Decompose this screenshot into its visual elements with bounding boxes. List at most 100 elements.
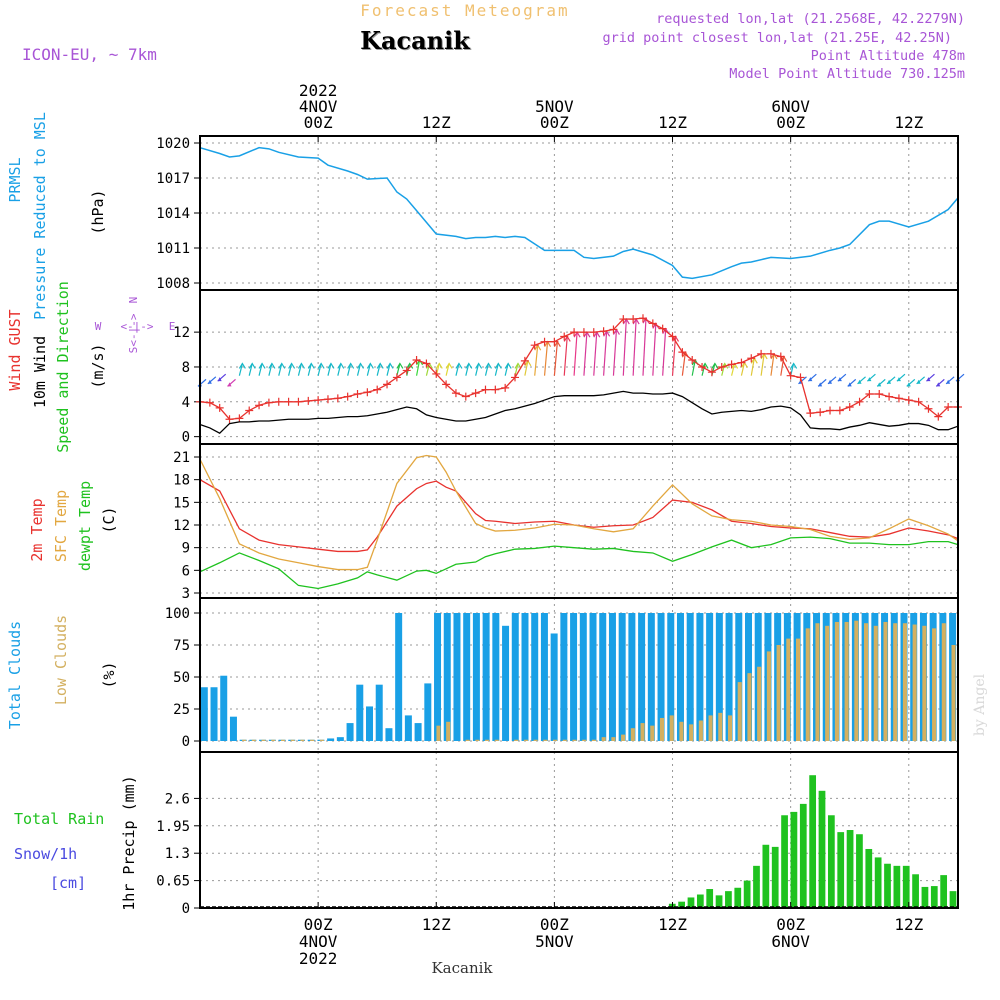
low-cloud-bar [747,673,752,741]
rain-bar [884,863,891,908]
y-tick-label: 1011 [156,241,190,257]
low-cloud-bar [446,721,451,741]
rain-bar [790,811,798,908]
low-cloud-bar [708,715,713,741]
time-label-top: 12Z [894,113,923,132]
gust-marker [245,406,254,415]
gust-marker [412,356,421,364]
y-tick-label: 15 [173,495,190,511]
label-clouds-unit: (%) [100,661,118,688]
y-tick-label: 0 [182,901,190,917]
y-tick-label: 12 [173,518,190,534]
gust-marker [501,383,510,392]
low-cloud-bar [465,739,470,741]
wind-arrow [671,336,677,376]
total-cloud-bar [560,613,568,741]
wind-arrow [573,332,578,376]
low-cloud-bar [630,728,635,741]
footer-location: Kacanik [431,959,493,977]
y-tick-label: 3 [182,586,190,602]
gust-marker [432,369,441,378]
low-cloud-bar [864,623,869,741]
gust-marker [323,395,332,404]
gust-marker [688,356,697,364]
low-cloud-bar [815,623,820,741]
gust-marker [806,409,815,418]
wind-arrowhead [867,377,872,382]
y-tick-label: 1008 [156,276,190,292]
wind-arrowhead [847,382,852,387]
wind-arrow [691,359,696,376]
total-cloud-bar [395,613,403,741]
gust-marker [855,397,864,406]
gust-marker [373,385,382,394]
total-cloud-bar [200,687,208,741]
total-cloud-bar [599,613,607,741]
wind-arrow [475,363,480,376]
low-cloud-bar [553,739,558,741]
wind-arrowhead [504,362,512,369]
time-label-top: 2022 [299,81,338,100]
wind-arrow [534,345,539,376]
gust-marker [343,392,352,401]
wind-arrow [258,363,263,376]
low-cloud-bar [523,739,528,741]
gust-marker [875,389,884,398]
wind-arrowhead [376,362,384,369]
gust-marker [422,359,431,368]
wind-arrowhead [877,382,882,387]
gust-marker [235,414,244,423]
wind-arrow [770,353,775,376]
rain-bar [734,887,742,908]
wind-arrow [455,363,460,376]
label-pressure-msl: Pressure Reduced to MSL [31,112,49,320]
total-cloud-bar [638,613,646,741]
wind-arrowhead [386,362,394,369]
time-label-bottom: 12Z [422,915,451,934]
y-tick-label: 0.65 [156,874,190,890]
dewpt-line [199,536,959,590]
y-tick-label: 18 [173,473,190,489]
wind-arrowhead [926,377,931,382]
gust-markers [196,314,962,424]
wind-arrow [780,356,785,376]
low-cloud-bar [611,737,616,741]
low-cloud-bar [757,666,762,741]
total-cloud-bar [502,625,510,741]
wind-arrowhead [248,362,256,369]
gust-marker [698,362,707,371]
time-label-bottom: 12Z [658,915,687,934]
wind-arrow [622,319,627,376]
label-hpa: (hPa) [89,189,107,234]
wind-arrow [366,363,371,376]
wind-arrowhead [327,362,335,369]
wind-arrow [347,363,352,376]
rain-bar [743,880,751,908]
y-tick-label: 9 [182,541,190,557]
wind-arrow [484,363,490,376]
gust-marker [520,356,529,365]
rain-bar [874,857,882,908]
gust-marker [638,314,647,323]
wind-arrow [248,363,253,376]
gust-marker [284,397,293,406]
gust-marker [816,408,825,417]
gust-marker [205,398,214,407]
y-tick-label: 75 [173,638,190,654]
rain-bar [940,875,948,908]
wind-arrowhead [307,362,315,369]
label-dewpt-temp: dewpt Temp [76,481,94,571]
total-cloud-bar [404,715,412,741]
low-cloud-bar [834,621,839,741]
wind-arrows [197,317,965,387]
wind-arrowhead [828,379,833,384]
wind-arrowhead [258,362,266,369]
wind-arrow [721,363,726,376]
total-cloud-bar [492,613,500,741]
requested-coords: requested lon,lat (21.2568E, 42.2279N) [656,11,965,27]
time-label-bottom: 00Z [304,915,333,934]
low-cloud-bar [310,739,315,741]
label-low-clouds: Low Clouds [52,615,70,705]
compass-n: N [127,297,140,304]
total-cloud-bar [210,687,218,741]
